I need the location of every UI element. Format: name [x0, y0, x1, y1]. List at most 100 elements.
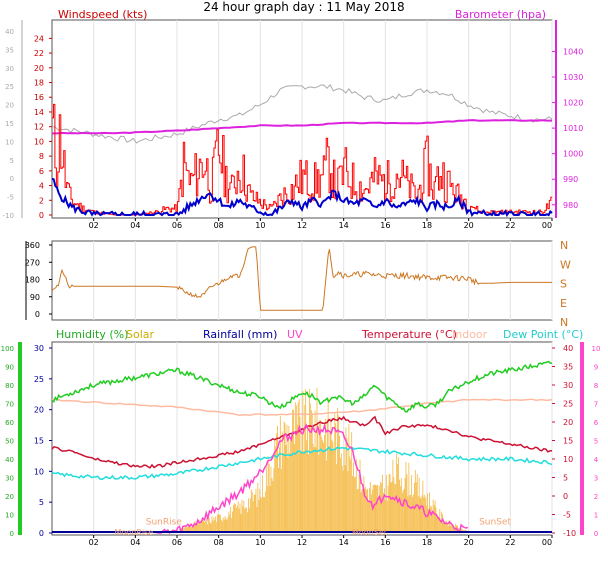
solar-bar [305, 389, 307, 533]
solar-bar [444, 522, 445, 533]
solar-bar [395, 484, 397, 533]
solar-bar [355, 458, 357, 533]
dir-letter: E [560, 297, 567, 310]
solar-bar [189, 526, 190, 533]
solar-bar [431, 513, 433, 533]
solar-bar [364, 488, 366, 533]
solar-bar [196, 524, 198, 533]
solar-bar [227, 517, 229, 533]
dir-y-tick: 90 [30, 293, 40, 302]
solar-bar [329, 431, 331, 533]
temp-y-tick: -10 [563, 529, 576, 538]
solar-bar [443, 522, 444, 533]
solar-bar [440, 520, 442, 533]
solar-bar [421, 495, 423, 533]
uv-y-tick: 9 [594, 364, 598, 372]
legend-dewpoint: Dew Point (°C) [503, 328, 583, 341]
solar-bar [267, 456, 269, 533]
solar-bar [451, 523, 453, 533]
solar-bar [398, 457, 399, 533]
series-direction [51, 246, 552, 311]
solar-bar [224, 516, 226, 533]
solar-bar [203, 520, 204, 533]
solar-bar [358, 474, 360, 533]
gray-y-tick: -10 [3, 212, 14, 220]
series-humidity [51, 360, 552, 413]
solar-bar [300, 451, 302, 533]
x-tick-label: 16 [380, 221, 390, 230]
solar-bar [449, 520, 451, 533]
solar-bar [387, 485, 389, 533]
solar-bar [215, 516, 217, 533]
solar-bar [383, 492, 384, 533]
solar-bar [277, 425, 278, 533]
humidity-y-tick: 50 [5, 438, 14, 446]
solar-bar [314, 410, 316, 533]
solar-bar [229, 514, 231, 533]
solar-bar [233, 505, 234, 533]
solar-bar [356, 489, 358, 533]
solar-bar [342, 470, 344, 533]
solar-bar [380, 481, 382, 533]
solar-bar [263, 496, 264, 533]
solar-bar [275, 446, 277, 533]
solar-bar [253, 494, 255, 533]
solar-bar [402, 490, 404, 533]
legend-uv: UV [287, 328, 303, 341]
solar-bar [418, 477, 420, 533]
solar-bar [321, 436, 323, 533]
solar-bar [183, 528, 185, 533]
solar-bar [453, 526, 455, 533]
solar-bar [202, 519, 203, 533]
solar-bar [199, 524, 201, 533]
solar-bar [444, 521, 446, 533]
solar-bar [369, 482, 371, 533]
dir-letter: W [560, 258, 571, 271]
solar-bar [393, 477, 395, 533]
solar-bar [359, 459, 361, 533]
solar-bar [254, 494, 256, 533]
rain-y-tick: 20 [34, 406, 44, 415]
temp-y-tick: 15 [563, 437, 573, 446]
gray-y-tick: -5 [7, 194, 14, 202]
baro-y-tick: 990 [563, 175, 578, 184]
solar-bar [381, 483, 383, 533]
series-uv [155, 422, 469, 535]
solar-bar [248, 498, 249, 533]
solar-bar [437, 516, 439, 533]
solar-bar [450, 525, 452, 533]
solar-bar [290, 440, 292, 533]
solar-bar [407, 496, 409, 533]
solar-bar [271, 478, 273, 533]
solar-bar [324, 434, 325, 533]
x-tick-label: 20 [464, 538, 474, 547]
solar-bar [322, 440, 323, 533]
solar-bar [213, 517, 215, 533]
x-tick-label: 16 [380, 538, 390, 547]
dir-y-tick: 270 [25, 258, 40, 267]
solar-bar [311, 412, 313, 533]
x-tick-label: 18 [422, 221, 432, 230]
humidity-y-tick: 10 [5, 512, 14, 520]
solar-bar [264, 491, 266, 533]
dir-letter: N [560, 316, 568, 329]
series-avg-wind [51, 177, 553, 218]
solar-bar [361, 488, 363, 533]
solar-bar [240, 514, 242, 533]
dir-y-tick: 180 [25, 276, 40, 285]
gray-y-tick: 20 [5, 102, 14, 110]
baro-y-tick: 980 [563, 201, 578, 210]
x-tick-label: 06 [172, 538, 182, 547]
humidity-y-tick: 20 [5, 493, 14, 501]
solar-bar [198, 520, 200, 533]
solar-bar [188, 524, 189, 533]
solar-bar [297, 402, 299, 533]
solar-bar [386, 500, 388, 533]
humidity-y-tick: 40 [5, 456, 14, 464]
solar-bar [332, 442, 334, 533]
solar-bar [189, 523, 191, 533]
solar-bar [204, 520, 206, 533]
solar-bar [427, 493, 428, 533]
solar-bar [256, 507, 258, 533]
humidity-y-tick: 100 [1, 345, 14, 353]
